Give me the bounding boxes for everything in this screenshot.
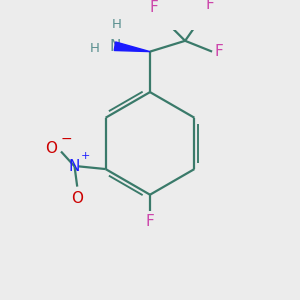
Text: N: N bbox=[69, 159, 80, 174]
Text: F: F bbox=[146, 214, 154, 229]
Text: +: + bbox=[80, 152, 90, 161]
Polygon shape bbox=[114, 42, 150, 52]
Text: O: O bbox=[45, 141, 57, 156]
Text: H: H bbox=[111, 18, 121, 32]
Text: N: N bbox=[109, 39, 121, 54]
Text: O: O bbox=[71, 191, 83, 206]
Text: F: F bbox=[149, 0, 158, 15]
Text: F: F bbox=[215, 44, 224, 59]
Text: H: H bbox=[90, 42, 100, 56]
Text: F: F bbox=[205, 0, 214, 13]
Text: −: − bbox=[61, 132, 72, 145]
